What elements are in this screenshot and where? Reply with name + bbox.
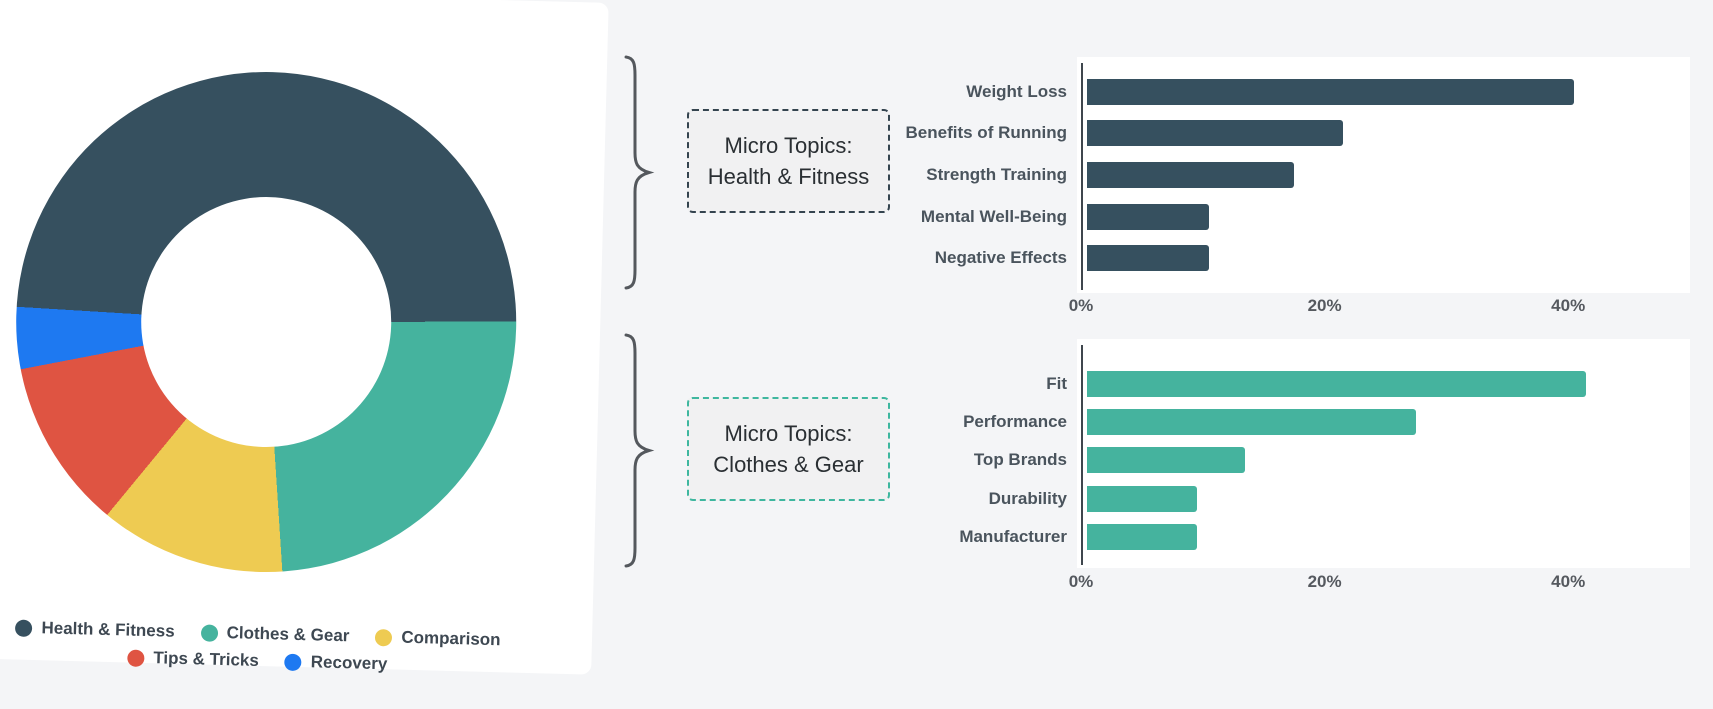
bar [1087,485,1197,512]
bar-track [1081,365,1690,403]
brace-clothes-gear [624,333,655,568]
legend-item: Comparison [375,627,501,650]
x-axis-tick-label: 0% [1068,296,1094,315]
bar [1087,161,1295,188]
donut-legend: Health & Fitness Clothes & Gear Comparison… [0,616,558,679]
x-axis-tick-label: 0% [1068,572,1094,591]
x-axis-tick-label: 20% [1307,296,1342,315]
bar-chart-health-fitness: Weight Loss Benefits of Running Strength T… [856,57,1690,293]
legend-item: Clothes & Gear [200,622,350,646]
legend-dot-icon [200,623,218,642]
bar-track [1081,441,1690,479]
x-axis-ticks-health-fitness: 0% 20% 40% [1069,296,1690,318]
brace-health-fitness [624,55,655,290]
bar-category-label: Manufacturer [959,526,1067,546]
legend-dot-icon [375,628,393,646]
donut-chart [9,65,523,579]
bar-category-label: Benefits of Running [905,123,1067,143]
legend-label: Clothes & Gear [226,623,350,646]
x-axis-tick-label: 40% [1551,572,1586,591]
micro-topics-clothes-line2: Clothes & Gear [713,452,864,477]
legend-item: Health & Fitness [15,618,175,642]
donut-card: Health & Fitness Clothes & Gear Comparison… [0,0,609,675]
legend-label: Recovery [310,652,388,674]
x-axis-ticks-clothes-gear: 0% 20% 40% [1069,572,1690,594]
bar-track [1081,403,1690,441]
bar-category-label: Strength Training [926,164,1067,184]
bar-track [1081,71,1690,113]
legend-label: Tips & Tricks [153,648,260,670]
donut-hole [137,193,395,451]
micro-topics-clothes-line1: Micro Topics: [724,421,853,446]
x-axis-tick-label: 40% [1551,296,1586,315]
bar [1087,371,1587,398]
bar-track [1081,113,1690,155]
x-axis-tick-label: 20% [1307,572,1342,591]
legend-item: Recovery [284,652,388,675]
bar-track [1081,480,1690,518]
bar [1087,447,1246,474]
bar [1087,120,1343,147]
micro-topics-health-line2: Health & Fitness [707,164,870,189]
bar-category-label: Performance [963,412,1067,432]
micro-topics-box-clothes-gear: Micro Topics: Clothes & Gear [687,397,890,501]
bar-category-label: Durability [988,488,1067,508]
y-axis-line [1081,345,1083,565]
bar [1087,78,1575,105]
bar-track [1081,518,1690,556]
bar-category-label: Weight Loss [966,81,1067,101]
bar [1087,245,1209,272]
bar-category-label: Mental Well-Being [920,206,1067,226]
legend-dot-icon [15,619,33,637]
bar [1087,203,1209,230]
bar-category-label: Fit [1046,374,1067,394]
micro-topics-health-line1: Micro Topics: [724,133,853,158]
bar-category-label: Negative Effects [934,248,1067,268]
legend-label: Comparison [401,627,501,650]
micro-topics-box-health-fitness: Micro Topics: Health & Fitness [687,109,890,213]
bar [1087,409,1416,436]
legend-dot-icon [284,653,303,671]
legend-row: Health & Fitness Clothes & Gear Comparison [15,618,501,651]
bar-track [1081,237,1690,279]
bar-category-label: Top Brands [973,450,1067,470]
legend-row: Tips & Tricks Recovery [127,648,388,675]
legend-label: Health & Fitness [41,618,175,641]
bar-track [1081,196,1690,238]
bar [1087,523,1197,550]
bar-track [1081,154,1690,196]
legend-dot-icon [127,649,145,667]
y-axis-line [1081,63,1083,290]
legend-item: Tips & Tricks [127,648,259,671]
bar-chart-clothes-gear: Fit Performance Top Brands Durability Manufa… [856,341,1690,568]
